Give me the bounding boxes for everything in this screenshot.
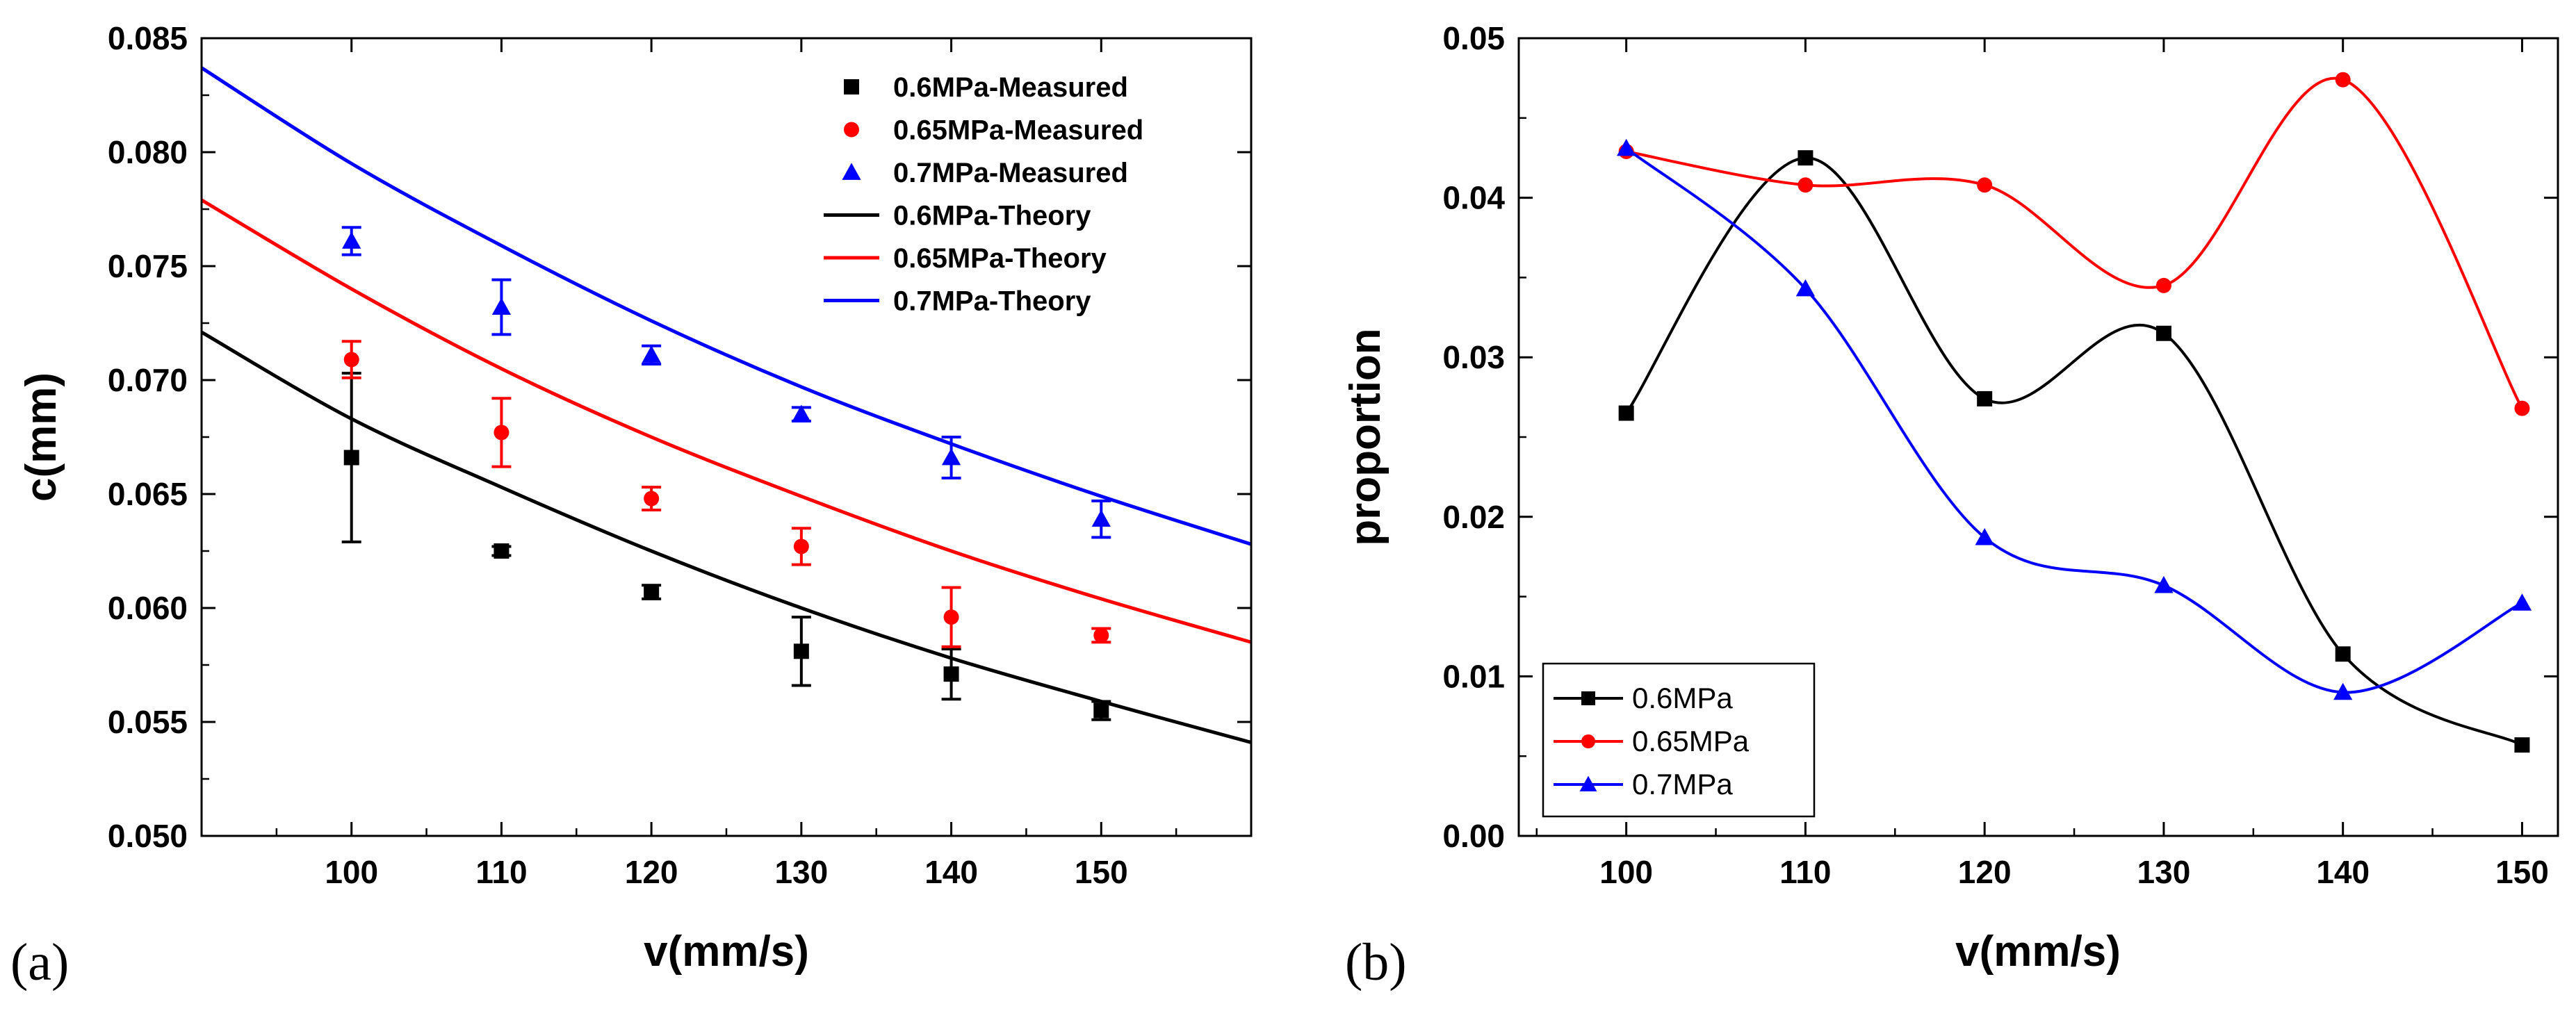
- data-point-0-6mpa: [2514, 737, 2530, 753]
- panel-a-x-axis-label: v(mm/s): [644, 928, 809, 976]
- data-point-0-65mpa-measured: [1093, 627, 1109, 643]
- data-point-0-7mpa-measured: [941, 447, 961, 466]
- panel-a-plot-frame: [200, 37, 1253, 837]
- legend-label-0-7mpa: 0.7MPa: [1632, 768, 1733, 800]
- legend-label-0-6mpa: 0.6MPa: [1632, 682, 1733, 714]
- data-point-0-6mpa-measured: [793, 643, 809, 659]
- panel-b-legend: 0.6MPa 0.65MPa 0.7MPa: [1542, 662, 1816, 818]
- data-point-0-65mpa: [1798, 177, 1813, 193]
- panel-a-y-tick-label: 0.085: [108, 20, 188, 56]
- legend-marker-0-6mpa: [1581, 691, 1595, 705]
- panel-b-y-axis-label: proportion: [1342, 328, 1389, 545]
- data-point-0-7mpa: [1975, 528, 1994, 545]
- panel-b-label: (b): [1345, 933, 1407, 992]
- theory-line-0-65mpa-theory: [200, 198, 1252, 644]
- panel-b-x-tick-label: 150: [2495, 854, 2549, 890]
- panel-b-data-points: [1617, 72, 2532, 753]
- data-point-0-65mpa-measured: [644, 491, 660, 507]
- data-point-0-65mpa: [1977, 177, 1993, 193]
- data-point-0-7mpa-measured: [1091, 509, 1111, 527]
- legend-marker-0-7mpa: [1579, 775, 1597, 791]
- data-point-0-65mpa: [2514, 400, 2530, 416]
- data-point-0-6mpa: [1618, 405, 1634, 421]
- legend-label-0-6mpa-measured: 0.6MPa-Measured: [893, 72, 1128, 103]
- panel-a-x-tick-label: 140: [924, 854, 978, 890]
- panel-a-y-tick-label: 0.050: [108, 818, 188, 854]
- data-point-0-65mpa-measured: [494, 425, 510, 441]
- panel-a-y-tick-label: 0.070: [108, 362, 188, 398]
- panel-a-y-axis-label: c(mm): [17, 372, 65, 502]
- data-point-0-65mpa: [2335, 72, 2351, 88]
- panel-b-y-tick-label: 0.01: [1442, 658, 1505, 694]
- panel-a-ticks: 100 110 120 130 140 150 0.050 0.055 0.060 0.065 0.…: [108, 20, 1251, 890]
- panel-b-plot-frame: [1517, 37, 2559, 837]
- data-point-0-6mpa-measured: [644, 584, 660, 600]
- panel-a-y-tick-label: 0.080: [108, 134, 188, 170]
- panel-a-y-tick-label: 0.060: [108, 590, 188, 626]
- data-point-0-6mpa: [1798, 150, 1813, 166]
- panel-b-x-tick-label: 110: [1779, 854, 1831, 890]
- smoothed-line-0-7mpa: [1625, 147, 2523, 694]
- panel-b-y-tick-label: 0.05: [1442, 20, 1505, 56]
- panel-a-x-tick-label: 100: [325, 854, 378, 890]
- data-point-0-65mpa-measured: [793, 539, 809, 554]
- data-point-0-7mpa-measured: [342, 231, 361, 249]
- data-point-0-7mpa: [2333, 682, 2353, 700]
- panel-b-y-tick-label: 0.03: [1442, 339, 1505, 375]
- panel-a-label: (a): [10, 933, 69, 992]
- legend-marker-0-65mpa: [1581, 734, 1595, 748]
- panel-b-x-tick-label: 120: [1958, 854, 2012, 890]
- legend-marker-0-6mpa-measured: [844, 79, 859, 94]
- theory-line-0-6mpa-theory: [200, 330, 1252, 744]
- panel-a-legend: 0.6MPa-Measured 0.65MPa-Measured 0.7MPa-Me…: [824, 72, 1143, 317]
- panel-b-ticks: 100 110 120 130 140 150 0.00 0.01 0.02 0.03 0.04 0.…: [1442, 20, 2558, 890]
- panel-b-x-axis-label: v(mm/s): [1955, 928, 2121, 976]
- data-point-0-7mpa-measured: [491, 297, 512, 315]
- panel-a-y-tick-label: 0.055: [108, 704, 188, 740]
- data-point-0-6mpa: [2335, 646, 2351, 662]
- legend-label-0-7mpa-theory: 0.7MPa-Theory: [893, 286, 1091, 317]
- panel-b-y-tick-label: 0.00: [1442, 818, 1505, 854]
- data-point-0-7mpa-measured: [792, 404, 811, 422]
- panel-a-y-tick-label: 0.065: [108, 476, 188, 512]
- panel-a-theory-curves: [200, 66, 1252, 744]
- data-point-0-65mpa-measured: [343, 352, 359, 368]
- data-point-0-7mpa: [2512, 593, 2532, 611]
- panel-b-x-tick-label: 100: [1599, 854, 1653, 890]
- panel-b-x-tick-label: 140: [2316, 854, 2370, 890]
- data-point-0-65mpa-measured: [943, 609, 959, 625]
- data-point-0-6mpa: [1977, 391, 1993, 406]
- panel-a-x-tick-label: 150: [1075, 854, 1128, 890]
- data-point-0-6mpa-measured: [1093, 702, 1109, 718]
- data-point-0-7mpa: [1617, 138, 1636, 156]
- legend-label-0-6mpa-theory: 0.6MPa-Theory: [893, 201, 1091, 231]
- panel-b-y-tick-label: 0.04: [1442, 180, 1505, 216]
- panel-b-y-tick-label: 0.02: [1442, 499, 1505, 535]
- data-point-0-65mpa: [2155, 277, 2171, 293]
- legend-marker-0-7mpa-measured: [842, 163, 861, 180]
- legend-label-0-65mpa-theory: 0.65MPa-Theory: [893, 243, 1107, 274]
- panel-a-y-tick-label: 0.075: [108, 248, 188, 284]
- data-point-0-6mpa-measured: [343, 450, 359, 466]
- panel-b-chart: 100 110 120 130 140 150 0.00 0.01 0.02 0.03 0.04 0.…: [1342, 20, 2559, 992]
- legend-label-0-65mpa-measured: 0.65MPa-Measured: [893, 115, 1143, 146]
- theory-line-0-7mpa-theory: [200, 66, 1252, 546]
- panel-a-x-tick-label: 130: [774, 854, 828, 890]
- data-point-0-6mpa-measured: [943, 666, 959, 682]
- data-point-0-7mpa-measured: [642, 345, 661, 363]
- data-point-0-7mpa: [2154, 575, 2174, 593]
- panel-a-x-tick-label: 120: [625, 854, 678, 890]
- panel-b-x-tick-label: 130: [2137, 854, 2191, 890]
- data-point-0-6mpa-measured: [494, 543, 510, 559]
- data-point-0-6mpa: [2155, 325, 2171, 341]
- panel-a-chart: 100 110 120 130 140 150 0.050 0.055 0.060 0.065 0.…: [10, 20, 1253, 992]
- legend-label-0-7mpa-measured: 0.7MPa-Measured: [893, 158, 1128, 188]
- legend-marker-0-65mpa-measured: [844, 122, 859, 138]
- legend-label-0-65mpa: 0.65MPa: [1632, 725, 1750, 757]
- panel-a-x-tick-label: 110: [475, 854, 527, 890]
- panel-a-measured-points: [341, 226, 1111, 721]
- data-point-0-7mpa: [1795, 279, 1816, 297]
